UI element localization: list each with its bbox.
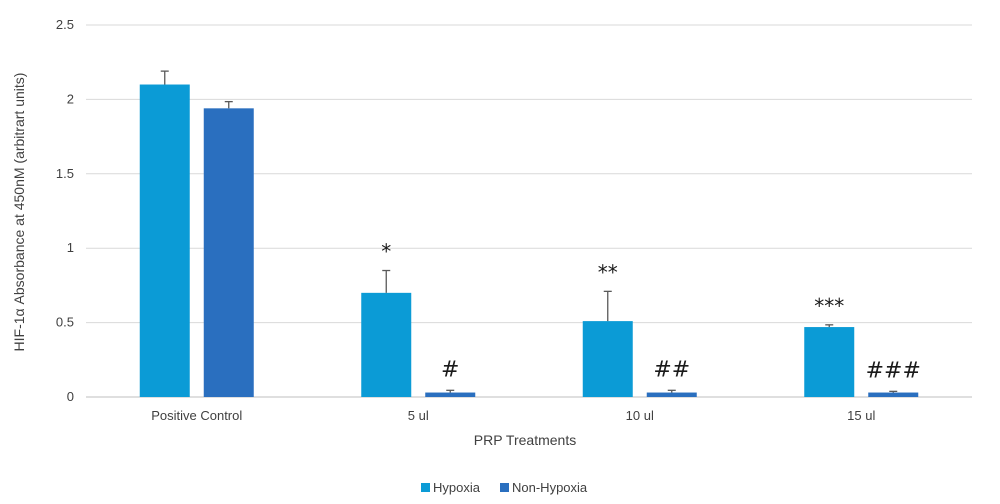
x-tick-labels: Positive Control 5 ul 10 ul 15 ul <box>151 408 875 423</box>
bar-hypoxia-1 <box>361 292 412 397</box>
annotation-hypoxia-3: *** <box>814 294 844 318</box>
y-tick-label: 2.5 <box>56 17 74 32</box>
legend-label-hypoxia: Hypoxia <box>433 480 481 495</box>
x-tick-label: 15 ul <box>847 408 875 423</box>
error-bar <box>224 100 233 109</box>
error-bar <box>825 324 834 328</box>
bars <box>139 84 919 398</box>
bar-non-hypoxia-0 <box>203 108 254 397</box>
y-tick-label: 2 <box>67 91 74 106</box>
y-axis-title: HIF-1α Absorbance at 450nM (arbitrart un… <box>11 73 27 352</box>
annotation-hypoxia-1: * <box>381 240 391 264</box>
bar-hypoxia-3 <box>804 327 855 397</box>
annotation-hypoxia-2: ** <box>598 260 618 284</box>
bar-hypoxia-2 <box>582 321 633 397</box>
y-tick-label: 0 <box>67 389 74 404</box>
significance-annotations: * # ** ## *** ### <box>381 240 921 384</box>
error-bar <box>889 390 898 393</box>
bar-hypoxia-0 <box>139 84 190 398</box>
bar-non-hypoxia-1 <box>425 392 476 397</box>
y-tick-label: 0.5 <box>56 315 74 330</box>
legend: Hypoxia Non-Hypoxia <box>421 480 588 495</box>
annotation-non-hypoxia-2: ## <box>653 357 690 382</box>
annotation-non-hypoxia-1: # <box>441 357 459 382</box>
x-tick-label: Positive Control <box>151 408 242 423</box>
y-tick-label: 1.5 <box>56 166 74 181</box>
error-bar <box>667 389 676 393</box>
bar-non-hypoxia-3 <box>868 392 919 397</box>
y-tick-labels: 0 0.5 1 1.5 2 2.5 <box>56 17 74 404</box>
bar-non-hypoxia-2 <box>646 392 697 397</box>
y-tick-label: 1 <box>67 240 74 255</box>
legend-swatch-hypoxia <box>421 483 430 492</box>
error-bar <box>382 269 391 293</box>
error-bars <box>160 70 898 393</box>
x-axis-title: PRP Treatments <box>474 432 576 448</box>
legend-swatch-non-hypoxia <box>500 483 509 492</box>
error-bar <box>446 389 455 393</box>
x-tick-label: 10 ul <box>626 408 654 423</box>
error-bar <box>160 70 169 85</box>
annotation-non-hypoxia-3: ### <box>866 358 921 383</box>
error-bar <box>603 290 612 322</box>
x-tick-label: 5 ul <box>408 408 429 423</box>
legend-label-non-hypoxia: Non-Hypoxia <box>512 480 588 495</box>
